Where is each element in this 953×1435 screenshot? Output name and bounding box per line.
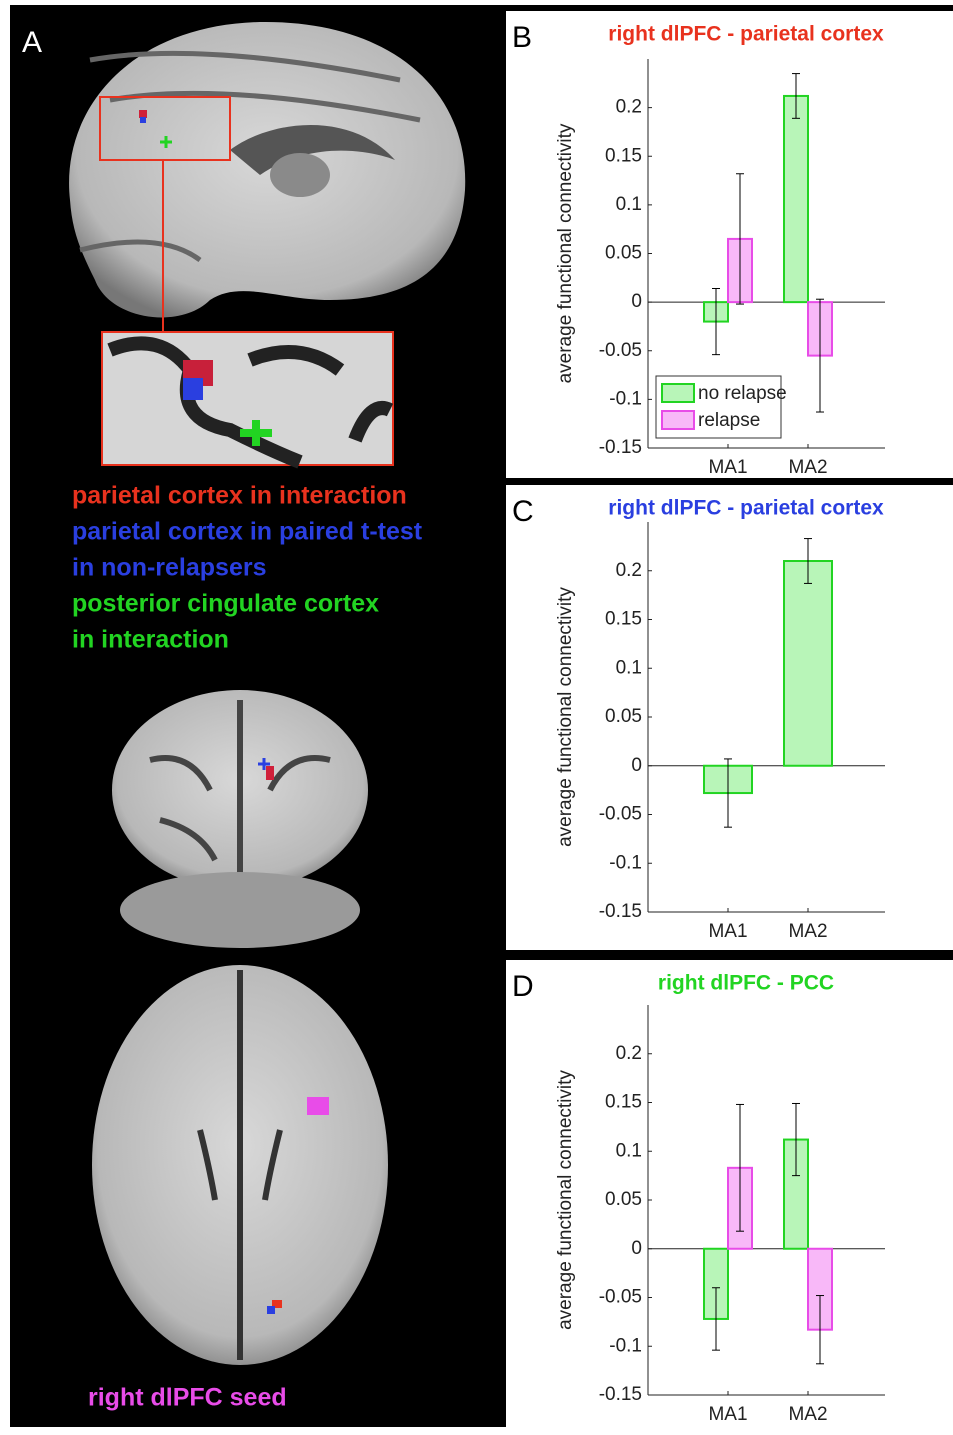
legend-label: no relapse (698, 383, 787, 404)
y-axis-label: average functional connectivity (555, 587, 576, 847)
chart-title: right dlPFC - parietal cortex (608, 23, 884, 46)
y-axis-label: average functional connectivity (555, 123, 576, 383)
y-tick-label: 0.1 (616, 657, 642, 678)
sagittal-brain (69, 22, 465, 332)
x-tick-label: MA1 (708, 1404, 747, 1425)
y-tick-label: 0.05 (605, 243, 642, 264)
y-tick-label: 0 (631, 755, 642, 776)
legend-text: posterior cingulate cortex (72, 590, 379, 618)
y-tick-label: 0.2 (616, 1043, 642, 1064)
y-tick-label: -0.15 (599, 1384, 642, 1405)
panel-label: A (22, 26, 42, 59)
y-tick-label: 0.05 (605, 1189, 642, 1210)
separator (506, 950, 953, 960)
legend-swatch (662, 411, 694, 429)
separator (506, 478, 953, 485)
separator (506, 5, 953, 11)
coronal-brain (112, 690, 368, 948)
y-tick-label: 0.1 (616, 1140, 642, 1161)
panel-label: B (512, 21, 532, 54)
panel-label: D (512, 970, 534, 1003)
x-tick-label: MA2 (788, 921, 827, 942)
y-tick-label: -0.1 (609, 1335, 642, 1356)
x-tick-label: MA2 (788, 1404, 827, 1425)
legend-text: parietal cortex in paired t-test (72, 518, 423, 546)
y-tick-label: 0.1 (616, 194, 642, 215)
legend-label: relapse (698, 410, 760, 431)
y-tick-label: -0.1 (609, 388, 642, 409)
x-tick-label: MA1 (708, 921, 747, 942)
chart-title: right dlPFC - PCC (658, 972, 834, 995)
legend-swatch (662, 384, 694, 402)
y-axis-label: average functional connectivity (555, 1070, 576, 1330)
y-tick-label: -0.05 (599, 1287, 642, 1308)
axial-brain (92, 965, 388, 1365)
y-tick-label: 0 (631, 1238, 642, 1259)
legend-text: in non-relapsers (72, 554, 267, 582)
legend-text: parietal cortex in interaction (72, 482, 407, 510)
y-tick-label: 0 (631, 291, 642, 312)
y-tick-label: 0.15 (605, 1092, 642, 1113)
y-tick-label: -0.05 (599, 340, 642, 361)
y-tick-label: 0.2 (616, 97, 642, 118)
y-tick-label: 0.15 (605, 609, 642, 630)
chart-title: right dlPFC - parietal cortex (608, 497, 884, 520)
y-tick-label: -0.15 (599, 901, 642, 922)
x-tick-label: MA1 (708, 457, 747, 478)
y-tick-label: -0.1 (609, 852, 642, 873)
y-tick-label: -0.05 (599, 804, 642, 825)
panel-label: C (512, 495, 534, 528)
y-tick-label: 0.15 (605, 145, 642, 166)
y-tick-label: 0.05 (605, 706, 642, 727)
y-tick-label: -0.15 (599, 437, 642, 458)
inset (102, 332, 393, 465)
bar (784, 561, 832, 766)
figure: A parietal cortex in interaction parietal… (0, 0, 953, 1430)
bar (784, 96, 808, 302)
y-tick-label: 0.2 (616, 560, 642, 581)
x-tick-label: MA2 (788, 457, 827, 478)
legend-text: in interaction (72, 626, 229, 654)
seed-label: right dlPFC seed (88, 1384, 287, 1412)
